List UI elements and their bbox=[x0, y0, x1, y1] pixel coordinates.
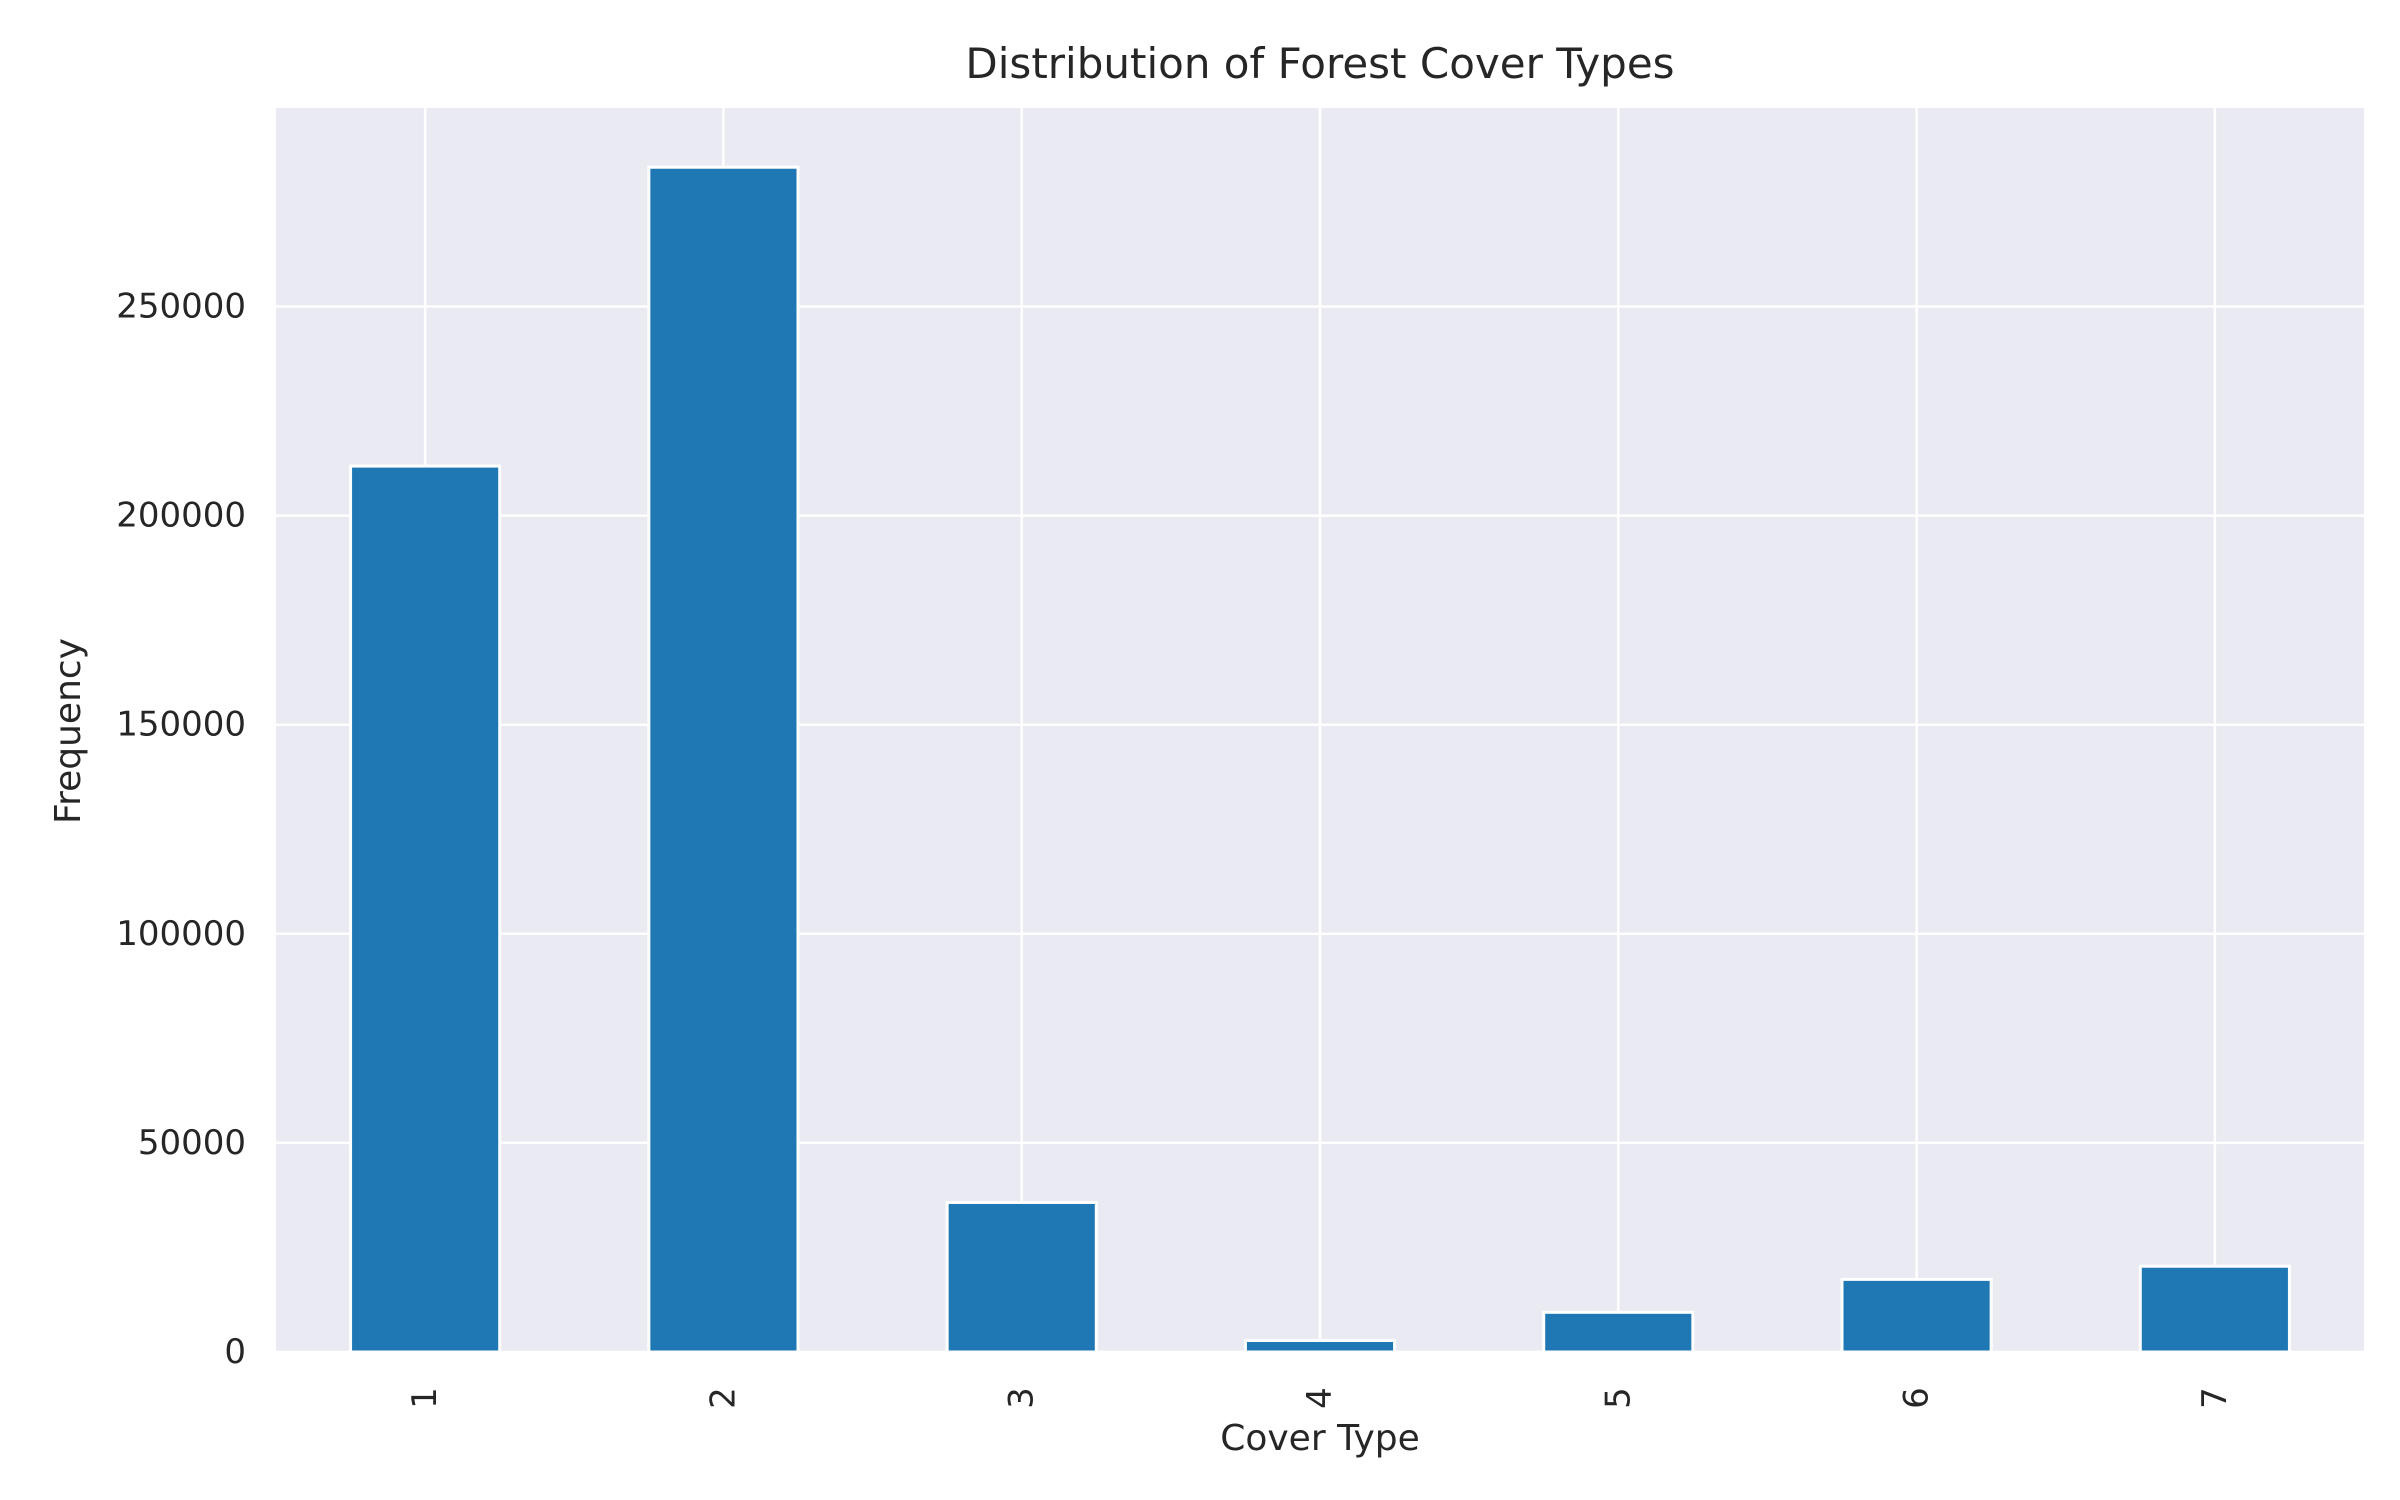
y-axis-ticks: 0 50000 100000 150000 200000 250000 bbox=[116, 287, 246, 1372]
bars bbox=[349, 165, 2291, 1354]
bar-cover-type-3 bbox=[945, 1200, 1098, 1354]
x-axis-ticks: 1 2 3 4 5 6 7 bbox=[405, 1387, 2235, 1409]
x-axis-title: Cover Type bbox=[1220, 1418, 1420, 1459]
chart-title: Distribution of Forest Cover Types bbox=[965, 39, 1674, 88]
y-tick-label: 250000 bbox=[116, 287, 246, 327]
bar-cover-type-5 bbox=[1542, 1310, 1695, 1354]
x-tick-label: 5 bbox=[1598, 1387, 1638, 1409]
y-tick-label: 50000 bbox=[138, 1123, 246, 1163]
x-tick-label: 4 bbox=[1300, 1387, 1340, 1409]
bar-cover-type-4 bbox=[1243, 1339, 1397, 1354]
x-tick-label: 7 bbox=[2195, 1387, 2235, 1409]
y-tick-label: 200000 bbox=[116, 496, 246, 536]
x-tick-label: 3 bbox=[1002, 1387, 1042, 1409]
y-tick-label: 100000 bbox=[116, 914, 246, 954]
bar-cover-type-2 bbox=[647, 165, 800, 1354]
y-axis-title: Frequency bbox=[48, 638, 89, 824]
y-tick-label: 150000 bbox=[116, 705, 246, 745]
bar-cover-type-1 bbox=[349, 464, 502, 1354]
x-tick-label: 1 bbox=[405, 1387, 445, 1409]
bar-cover-type-7 bbox=[2138, 1264, 2291, 1354]
x-tick-label: 2 bbox=[703, 1387, 743, 1409]
bar-cover-type-6 bbox=[1840, 1277, 1993, 1354]
x-tick-label: 6 bbox=[1897, 1387, 1937, 1409]
y-tick-label: 0 bbox=[224, 1332, 246, 1372]
